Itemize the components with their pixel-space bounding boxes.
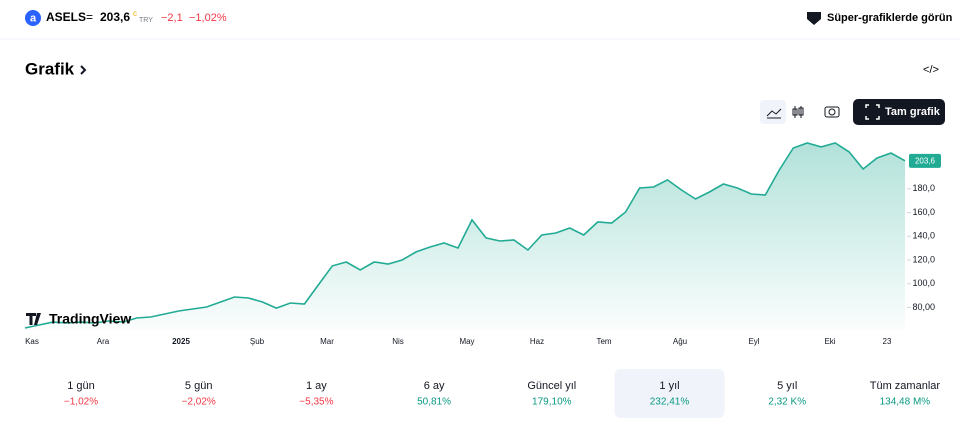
cta[interactable]: Süper-grafiklerde görün (827, 12, 953, 24)
period-row: 1 gün −1,02% 5 gün −2,02% 1 ay −5,35% 6 ay 50,8… (64, 369, 940, 418)
embed-icon[interactable]: </> (923, 64, 939, 76)
x-label: Haz (530, 337, 544, 346)
x-label: Ağu (673, 337, 687, 346)
brand-logo (26, 313, 41, 325)
plot: 80,00 100,0 120,0 140,0 160,0 180,0 203,6 Kas Ar… (24, 142, 941, 346)
y-tick-label: 160,0 (912, 207, 935, 217)
area (25, 143, 905, 330)
period-name[interactable]: 1 gün (67, 380, 95, 392)
x-label: May (459, 337, 474, 346)
period-change: 2,32 K% (768, 397, 806, 408)
period-name[interactable]: 5 yıl (777, 380, 797, 392)
x-label: Eyl (748, 337, 759, 346)
last-badge (909, 153, 941, 168)
period-name[interactable]: 1 yıl (659, 380, 679, 392)
period-change: −1,02% (64, 397, 98, 408)
chevron (80, 65, 87, 75)
line (24, 142, 906, 329)
change-pct: −1,02% (189, 12, 227, 24)
logo (25, 10, 41, 26)
period-change: 179,10% (532, 397, 572, 408)
period-change: 232,41% (650, 397, 690, 408)
camera-lens (828, 108, 836, 116)
period-change: 50,81% (417, 397, 451, 408)
cta-icon (807, 12, 821, 25)
logo-letter: a (30, 12, 37, 24)
x-label: 23 (883, 337, 892, 346)
y-tick-label: 80,00 (912, 302, 935, 312)
x-label: Kas (25, 337, 39, 346)
y-tick-label: 180,0 (912, 183, 935, 193)
price: 203,6 (100, 10, 130, 24)
eq: = (86, 10, 93, 24)
x-label: Eki (824, 337, 835, 346)
period-name[interactable]: 1 ay (306, 380, 327, 392)
period-change: −2,02% (182, 397, 216, 408)
last-label: 203,6 (915, 156, 936, 165)
price-flag: c (133, 9, 137, 18)
change: −2,1 (161, 12, 183, 24)
x-label: Ara (97, 337, 110, 346)
y-tick-label: 100,0 (912, 278, 935, 288)
section-title[interactable]: Grafik (25, 59, 75, 78)
x-label: 2025 (172, 337, 190, 346)
camera-icon[interactable] (824, 106, 840, 118)
period-change: 134,48 M% (880, 397, 931, 408)
full-chart-label: Tam grafik (885, 106, 941, 118)
period-name[interactable]: 5 gün (185, 380, 213, 392)
y-tick-label: 120,0 (912, 254, 935, 264)
expand-icon (865, 104, 880, 120)
candle-icon[interactable] (792, 106, 804, 118)
area-icon (766, 108, 782, 119)
x-label: Nis (392, 337, 404, 346)
x-label: Mar (320, 337, 334, 346)
x-label: Tem (596, 337, 611, 346)
period-name[interactable]: 6 ay (424, 380, 445, 392)
period-selected (614, 369, 725, 418)
y-tick-label: 140,0 (912, 231, 935, 241)
period-change: −5,35% (299, 397, 333, 408)
period-name[interactable]: Tüm zamanlar (870, 380, 941, 392)
period-name[interactable]: Güncel yıl (527, 380, 576, 392)
currency: TRY (139, 17, 153, 24)
x-label: Şub (250, 337, 265, 346)
brand: TradingView (49, 311, 131, 327)
symbol[interactable]: ASELS (46, 10, 86, 24)
